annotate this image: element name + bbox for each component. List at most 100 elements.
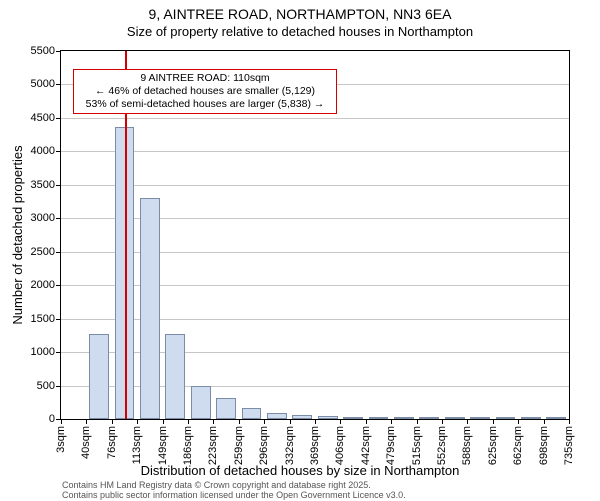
x-tick bbox=[290, 419, 291, 424]
x-tick-label: 223sqm bbox=[207, 426, 219, 465]
x-tick bbox=[264, 419, 265, 424]
histogram-bar bbox=[191, 386, 211, 419]
x-tick bbox=[493, 419, 494, 424]
x-tick-label: 515sqm bbox=[411, 426, 423, 465]
y-tick-label: 2500 bbox=[31, 246, 55, 258]
y-tick bbox=[56, 51, 61, 52]
x-tick-label: 296sqm bbox=[258, 426, 270, 465]
histogram-bar bbox=[318, 416, 338, 419]
histogram-bar bbox=[267, 413, 287, 419]
y-tick-label: 1000 bbox=[31, 346, 55, 358]
gridline bbox=[61, 185, 569, 186]
y-tick bbox=[56, 185, 61, 186]
y-tick-label: 0 bbox=[49, 413, 55, 425]
y-tick-label: 1500 bbox=[31, 313, 55, 325]
gridline bbox=[61, 151, 569, 152]
x-tick bbox=[340, 419, 341, 424]
y-tick bbox=[56, 252, 61, 253]
x-tick-label: 76sqm bbox=[106, 426, 118, 459]
x-tick bbox=[442, 419, 443, 424]
annotation-callout: 9 AINTREE ROAD: 110sqm← 46% of detached … bbox=[73, 69, 337, 114]
gridline bbox=[61, 319, 569, 320]
x-tick bbox=[544, 419, 545, 424]
histogram-bar bbox=[394, 417, 414, 419]
gridline bbox=[61, 218, 569, 219]
histogram-bar bbox=[419, 417, 439, 419]
footer-attribution: Contains HM Land Registry data © Crown c… bbox=[62, 480, 406, 501]
footer-line-2: Contains public sector information licen… bbox=[62, 490, 406, 500]
gridline bbox=[61, 386, 569, 387]
x-tick bbox=[163, 419, 164, 424]
gridline bbox=[61, 118, 569, 119]
y-tick bbox=[56, 285, 61, 286]
x-tick-label: 149sqm bbox=[157, 426, 169, 465]
y-tick-label: 5000 bbox=[31, 78, 55, 90]
annotation-line-1: 9 AINTREE ROAD: 110sqm bbox=[78, 72, 332, 85]
x-axis-label: Distribution of detached houses by size … bbox=[0, 463, 600, 478]
histogram-bar bbox=[369, 417, 389, 419]
x-tick bbox=[518, 419, 519, 424]
x-tick-label: 40sqm bbox=[80, 426, 92, 459]
y-tick-label: 3000 bbox=[31, 212, 55, 224]
x-tick-label: 332sqm bbox=[284, 426, 296, 465]
histogram-bar bbox=[445, 417, 465, 419]
y-tick-label: 2000 bbox=[31, 279, 55, 291]
histogram-bar bbox=[165, 334, 185, 419]
histogram-bar bbox=[216, 398, 236, 419]
histogram-chart: 0500100015002000250030003500400045005000… bbox=[60, 50, 570, 420]
x-tick bbox=[112, 419, 113, 424]
histogram-bar bbox=[521, 417, 541, 419]
gridline bbox=[61, 252, 569, 253]
histogram-bar bbox=[242, 408, 262, 419]
y-tick bbox=[56, 84, 61, 85]
y-axis-label: Number of detached properties bbox=[10, 145, 25, 324]
gridline bbox=[61, 352, 569, 353]
y-tick-label: 5500 bbox=[31, 45, 55, 57]
page-title-address: 9, AINTREE ROAD, NORTHAMPTON, NN3 6EA bbox=[0, 6, 600, 24]
y-tick bbox=[56, 118, 61, 119]
x-tick bbox=[239, 419, 240, 424]
x-tick bbox=[417, 419, 418, 424]
y-tick bbox=[56, 319, 61, 320]
annotation-line-2: ← 46% of detached houses are smaller (5,… bbox=[78, 85, 332, 98]
x-tick bbox=[213, 419, 214, 424]
histogram-bar bbox=[470, 417, 490, 419]
x-tick-label: 479sqm bbox=[385, 426, 397, 465]
y-tick bbox=[56, 386, 61, 387]
x-tick-label: 442sqm bbox=[360, 426, 372, 465]
y-tick-label: 4500 bbox=[31, 112, 55, 124]
x-tick bbox=[569, 419, 570, 424]
histogram-bar bbox=[343, 417, 363, 419]
x-tick bbox=[137, 419, 138, 424]
x-tick-label: 552sqm bbox=[436, 426, 448, 465]
x-tick-label: 625sqm bbox=[487, 426, 499, 465]
x-tick-label: 735sqm bbox=[563, 426, 575, 465]
histogram-bar bbox=[89, 334, 109, 419]
y-tick bbox=[56, 352, 61, 353]
x-tick-label: 259sqm bbox=[233, 426, 245, 465]
histogram-bar bbox=[292, 415, 312, 419]
x-tick bbox=[315, 419, 316, 424]
y-tick bbox=[56, 151, 61, 152]
x-tick-label: 3sqm bbox=[55, 426, 67, 453]
page-title-subtitle: Size of property relative to detached ho… bbox=[0, 24, 600, 40]
y-tick-label: 4000 bbox=[31, 145, 55, 157]
y-tick-label: 500 bbox=[37, 380, 55, 392]
x-tick-label: 662sqm bbox=[512, 426, 524, 465]
gridline bbox=[61, 285, 569, 286]
x-tick bbox=[366, 419, 367, 424]
x-tick-label: 588sqm bbox=[461, 426, 473, 465]
x-tick-label: 698sqm bbox=[538, 426, 550, 465]
histogram-bar bbox=[496, 417, 516, 419]
x-tick bbox=[86, 419, 87, 424]
x-tick bbox=[61, 419, 62, 424]
histogram-bar bbox=[546, 417, 566, 419]
x-tick bbox=[188, 419, 189, 424]
x-tick-label: 406sqm bbox=[334, 426, 346, 465]
x-tick bbox=[391, 419, 392, 424]
y-tick bbox=[56, 218, 61, 219]
x-tick-label: 369sqm bbox=[309, 426, 321, 465]
annotation-line-3: 53% of semi-detached houses are larger (… bbox=[78, 98, 332, 111]
footer-line-1: Contains HM Land Registry data © Crown c… bbox=[62, 480, 406, 490]
histogram-bar bbox=[140, 198, 160, 419]
